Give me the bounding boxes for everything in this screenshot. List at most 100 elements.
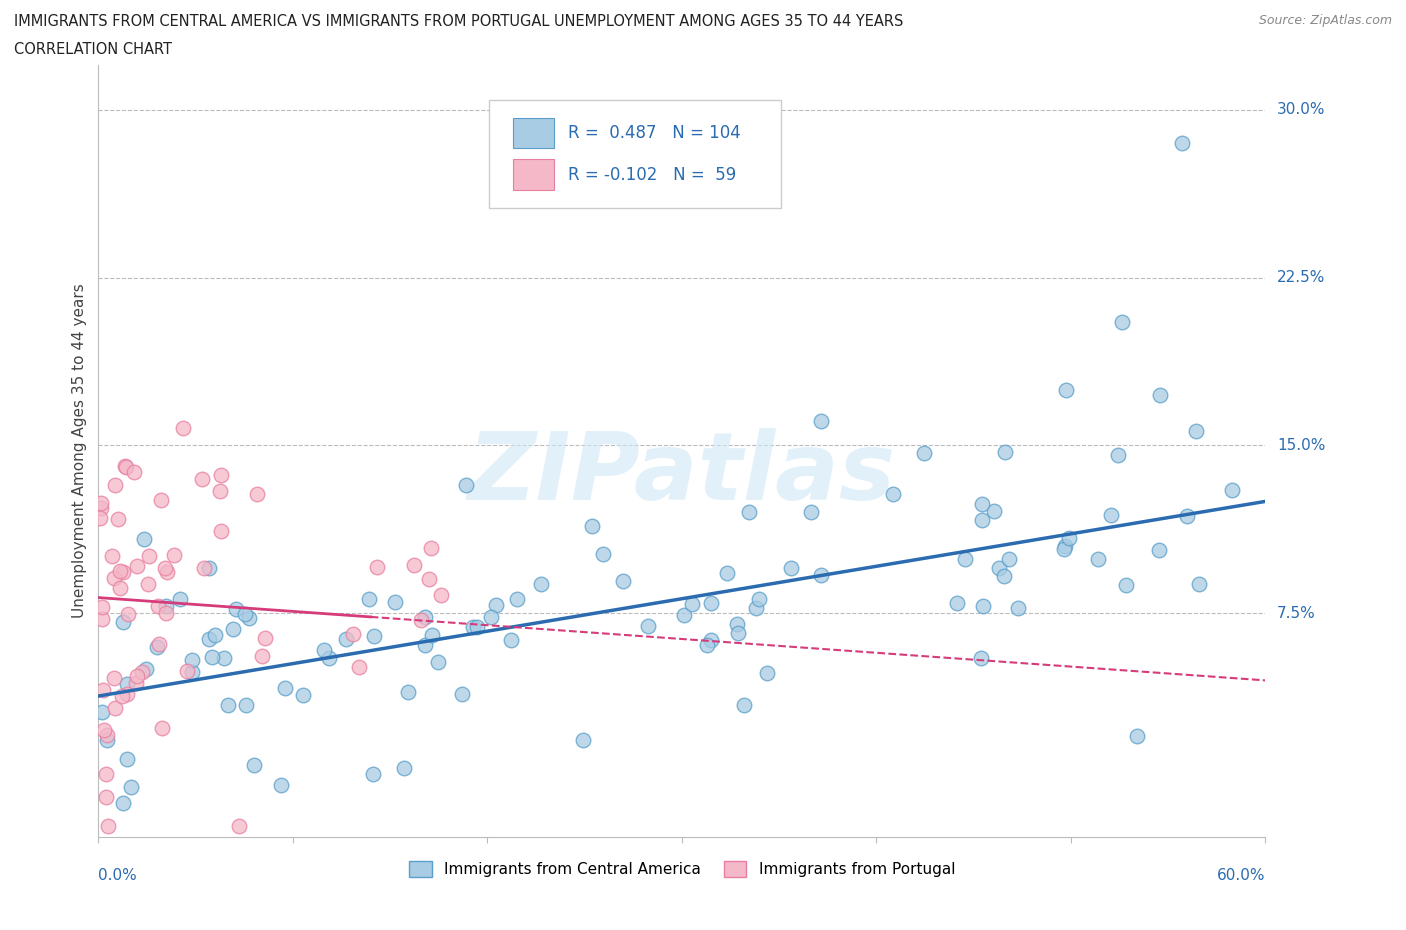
Point	[90, 495, 112, 510]
Point	[418, 572, 440, 587]
Point	[413, 637, 436, 652]
Point	[456, 477, 478, 492]
Point	[912, 446, 935, 461]
Text: ZIPatlas: ZIPatlas	[468, 428, 896, 520]
Point	[810, 568, 832, 583]
Point	[1222, 483, 1244, 498]
Point	[733, 698, 755, 712]
Point	[1111, 315, 1133, 330]
Point	[1007, 601, 1029, 616]
Point	[201, 650, 224, 665]
Point	[1149, 387, 1171, 402]
Point	[946, 595, 969, 610]
Point	[209, 468, 232, 483]
Point	[506, 591, 529, 606]
Point	[366, 560, 388, 575]
Point	[103, 671, 125, 685]
Point	[291, 687, 314, 702]
Point	[530, 577, 553, 591]
Point	[96, 766, 118, 781]
Point	[209, 524, 232, 538]
Point	[396, 684, 419, 699]
Point	[114, 458, 136, 473]
Text: IMMIGRANTS FROM CENTRAL AMERICA VS IMMIGRANTS FROM PORTUGAL UNEMPLOYMENT AMONG A: IMMIGRANTS FROM CENTRAL AMERICA VS IMMIG…	[14, 14, 904, 29]
Point	[155, 606, 177, 621]
Point	[1054, 538, 1077, 553]
Point	[467, 619, 489, 634]
Point	[107, 512, 129, 526]
Point	[994, 445, 1017, 459]
Point	[246, 486, 269, 501]
FancyBboxPatch shape	[513, 159, 554, 190]
Point	[222, 621, 245, 636]
Point	[89, 511, 111, 525]
Point	[148, 636, 170, 651]
Point	[402, 557, 425, 572]
Point	[357, 591, 380, 606]
Point	[180, 665, 202, 680]
Point	[748, 591, 770, 606]
Point	[96, 732, 118, 747]
Point	[318, 651, 340, 666]
Point	[111, 688, 134, 703]
Text: 0.0%: 0.0%	[98, 868, 138, 883]
Point	[756, 666, 779, 681]
Point	[810, 414, 832, 429]
Point	[993, 569, 1015, 584]
Point	[124, 465, 146, 480]
Point	[146, 598, 169, 613]
Point	[637, 618, 659, 633]
Point	[744, 600, 766, 615]
Point	[155, 561, 177, 576]
Point	[1115, 578, 1137, 592]
Point	[108, 564, 131, 578]
Point	[479, 609, 502, 624]
Point	[198, 561, 221, 576]
Text: Source: ZipAtlas.com: Source: ZipAtlas.com	[1258, 14, 1392, 27]
Point	[155, 599, 177, 614]
Point	[451, 686, 474, 701]
Point	[361, 766, 384, 781]
Point	[235, 606, 257, 621]
Point	[193, 561, 215, 576]
Point	[191, 472, 214, 486]
Point	[243, 757, 266, 772]
Point	[363, 629, 385, 644]
Point	[420, 628, 443, 643]
Point	[1053, 541, 1076, 556]
Point	[312, 643, 335, 658]
Point	[110, 580, 132, 595]
Point	[1149, 542, 1171, 557]
Point	[111, 796, 134, 811]
Text: R =  0.487   N = 104: R = 0.487 N = 104	[568, 124, 741, 142]
Point	[90, 600, 112, 615]
Point	[135, 661, 157, 676]
FancyBboxPatch shape	[489, 100, 782, 208]
Point	[426, 655, 449, 670]
Point	[115, 686, 138, 701]
Point	[411, 613, 433, 628]
Point	[197, 631, 219, 646]
Point	[1184, 424, 1206, 439]
Text: 30.0%: 30.0%	[1277, 102, 1326, 117]
Point	[1170, 136, 1192, 151]
Point	[800, 504, 823, 519]
Point	[112, 565, 135, 579]
Point	[970, 512, 993, 527]
Point	[780, 560, 803, 575]
Point	[125, 676, 148, 691]
Text: 22.5%: 22.5%	[1277, 270, 1326, 286]
Point	[138, 549, 160, 564]
Point	[1054, 382, 1077, 397]
Point	[681, 597, 703, 612]
Point	[727, 626, 749, 641]
Text: 60.0%: 60.0%	[1218, 868, 1265, 883]
Point	[155, 565, 177, 579]
Point	[152, 721, 174, 736]
Point	[673, 608, 696, 623]
Point	[571, 733, 593, 748]
Point	[169, 591, 191, 606]
Point	[117, 606, 139, 621]
Point	[983, 504, 1005, 519]
Point	[254, 631, 277, 645]
